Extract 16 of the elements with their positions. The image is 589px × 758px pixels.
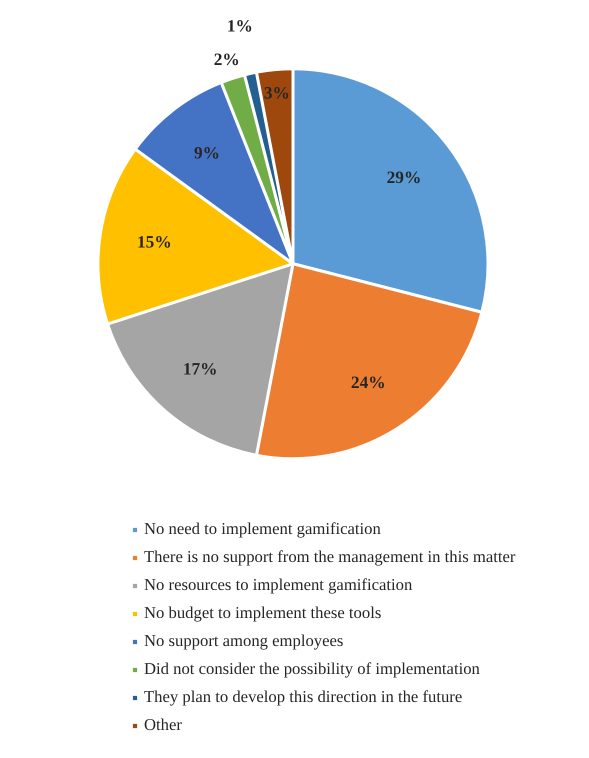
legend-label: No need to implement gamification <box>144 519 381 539</box>
legend-label: No support among employees <box>144 631 344 651</box>
data-label: 15% <box>137 232 172 252</box>
legend-label: No budget to implement these tools <box>144 603 382 623</box>
data-label: 3% <box>264 83 290 102</box>
legend-label: Other <box>144 715 182 735</box>
data-label: 1% <box>226 16 253 36</box>
data-label: 24% <box>350 372 386 392</box>
data-label: 29% <box>386 168 422 188</box>
legend-label: There is no support from the management in this matter <box>144 547 516 567</box>
legend-label: Did not consider the possibility of implementation <box>144 659 480 679</box>
data-label: 2% <box>214 50 240 70</box>
legend-label: They plan to develop this direction in the future <box>144 687 462 707</box>
data-label: 17% <box>182 360 218 379</box>
legend-label: No resources to implement gamification <box>144 575 412 595</box>
data-label: 9% <box>194 143 220 162</box>
